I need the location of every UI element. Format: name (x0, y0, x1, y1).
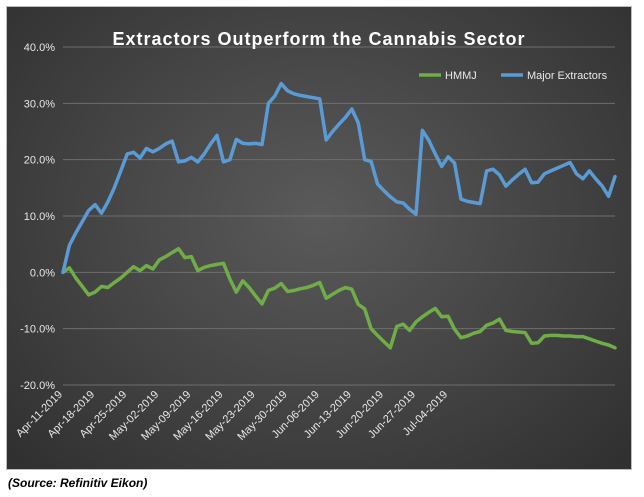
series-line-hmmj (61, 246, 617, 350)
x-axis-ticks: Apr-11-2019Apr-18-2019Apr-25-2019May-02-… (14, 389, 450, 443)
y-tick-label: 10.0% (24, 211, 55, 223)
legend-label: HMMJ (445, 70, 477, 82)
series-lines (61, 81, 617, 350)
series-line-major-extractors (61, 81, 617, 275)
y-tick-label: 30.0% (24, 98, 55, 110)
source-note: (Source: Refinitiv Eikon) (8, 476, 148, 490)
y-tick-label: -20.0% (20, 380, 55, 392)
y-tick-label: -10.0% (20, 324, 55, 336)
y-tick-label: 0.0% (30, 267, 55, 279)
line-chart: 40.0% 30.0% 20.0% 10.0% 0.0% -10.0% -20.0% Apr… (14, 42, 617, 443)
y-axis-ticks: 40.0% 30.0% 20.0% 10.0% 0.0% -10.0% -20.0% (20, 42, 55, 392)
chart-panel: 40.0% 30.0% 20.0% 10.0% 0.0% -10.0% -20.0% Apr… (6, 6, 632, 470)
legend-label: Major Extractors (527, 70, 608, 82)
y-tick-label: 40.0% (24, 42, 55, 54)
legend: HMMJ Major Extractors (419, 70, 608, 82)
gridlines (63, 46, 615, 386)
y-tick-label: 20.0% (24, 155, 55, 167)
chart-title: Extractors Outperform the Cannabis Secto… (112, 29, 526, 49)
